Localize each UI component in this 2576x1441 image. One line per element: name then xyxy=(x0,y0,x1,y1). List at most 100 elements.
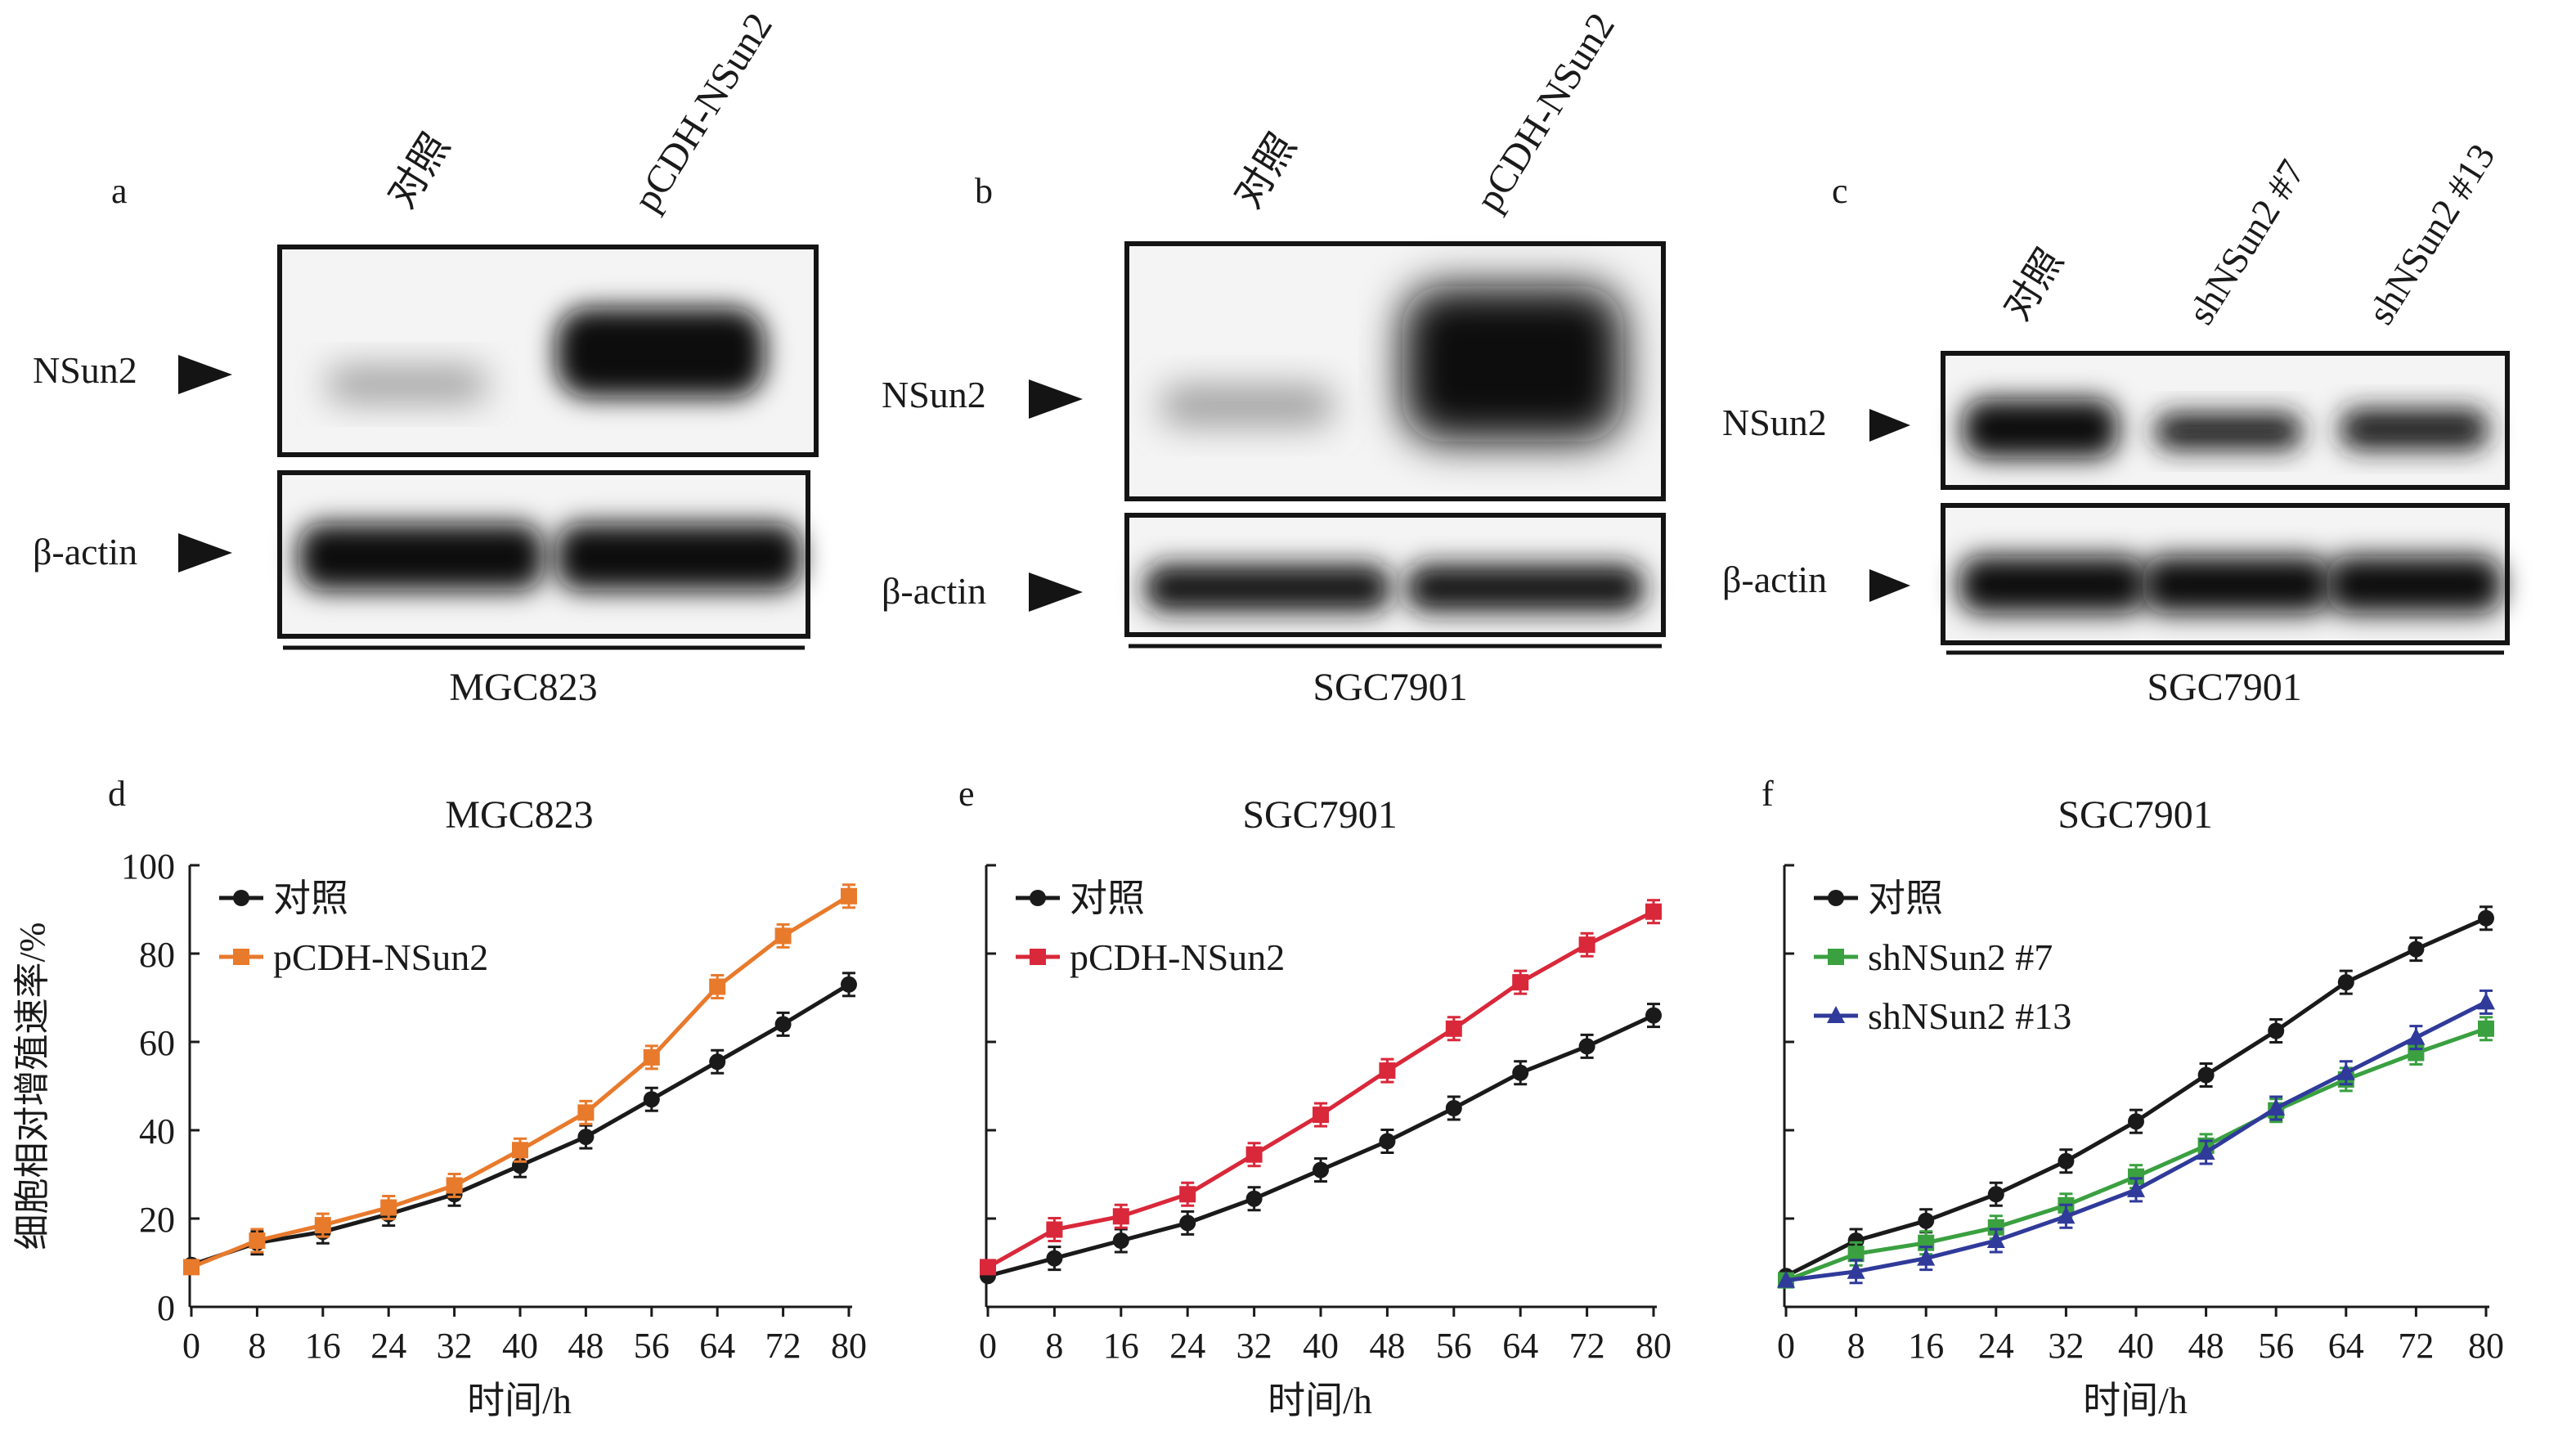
data-point xyxy=(446,1177,463,1194)
data-point xyxy=(774,927,792,945)
band-actin-lane1 xyxy=(1959,556,2147,613)
blot-membrane-actin xyxy=(277,470,810,639)
chart-f: 0 8 16 24 32 40 48 56 64 72 80 SGC7901 时间/h 对照 shNSun2… xyxy=(1777,793,2504,1421)
arrow-icon xyxy=(1029,572,1083,612)
data-point xyxy=(643,1091,660,1108)
data-point xyxy=(1847,1246,1865,1263)
data-point xyxy=(2477,992,2495,1010)
cell-line-label: SGC7901 xyxy=(1313,666,1467,709)
blot-panel-a: a 对照 pCDH-NSun2 NSun2 β-actin MGC823 xyxy=(33,6,819,709)
legend-marker xyxy=(1828,949,1844,965)
data-point xyxy=(512,1142,528,1159)
band-nsun2-overexpression xyxy=(1402,286,1623,442)
data-point xyxy=(2478,1020,2494,1037)
data-point xyxy=(1847,1261,1865,1279)
y-axis-label: 细胞相对增殖速率/% xyxy=(12,923,52,1250)
data-point xyxy=(2408,940,2425,958)
data-point xyxy=(2127,1179,2145,1197)
x-tick-label: 32 xyxy=(2048,1326,2084,1366)
data-point xyxy=(1379,1133,1396,1150)
data-point xyxy=(841,976,857,993)
blot-membrane-actin xyxy=(1941,503,2510,645)
data-point xyxy=(249,1232,266,1249)
data-point xyxy=(1313,1161,1329,1178)
data-point xyxy=(1445,1100,1462,1116)
data-point xyxy=(2267,1098,2286,1116)
lane-label: 对照 xyxy=(1995,241,2071,327)
x-tick-label: 40 xyxy=(502,1326,538,1366)
legend-label: 对照 xyxy=(1070,878,1145,919)
data-point xyxy=(1987,1186,2004,1203)
x-tick-label: 80 xyxy=(831,1326,867,1366)
y-tick-label: 0 xyxy=(157,1288,175,1328)
x-tick-label: 72 xyxy=(2398,1326,2434,1366)
data-point xyxy=(1987,1219,2004,1236)
data-point xyxy=(2197,1142,2215,1160)
x-axis-label: 时间/h xyxy=(467,1380,572,1421)
y-tick-label: 80 xyxy=(139,935,175,975)
band-nsun2-control xyxy=(1161,386,1333,425)
data-point xyxy=(1777,1270,1795,1288)
chart-d: 0 20 40 60 80 100 0 8 16 24 32 40 48 56 64 72 80 MGC823 时间… xyxy=(12,793,867,1421)
x-tick-label: 8 xyxy=(248,1326,266,1366)
y-tick-label: 100 xyxy=(121,846,175,887)
arrow-icon xyxy=(178,355,232,394)
data-point xyxy=(2057,1206,2076,1224)
x-tick-label: 0 xyxy=(182,1326,200,1366)
band-nsun2-overexpression xyxy=(556,308,765,397)
data-point xyxy=(1112,1208,1129,1225)
x-tick-label: 0 xyxy=(979,1326,997,1366)
data-point xyxy=(380,1199,397,1216)
data-point xyxy=(2407,1027,2426,1045)
data-point xyxy=(1512,1064,1529,1081)
x-tick-label: 72 xyxy=(1569,1326,1605,1366)
x-tick-label: 40 xyxy=(2118,1326,2154,1366)
chart-e: 0 8 16 24 32 40 48 56 64 72 80 SGC7901 时间/h 对照 pCDH-NS… xyxy=(979,793,1672,1421)
data-point xyxy=(1046,1221,1063,1238)
data-point xyxy=(774,1016,792,1033)
data-point xyxy=(1512,974,1529,991)
data-point xyxy=(709,1053,726,1071)
data-point xyxy=(1445,1020,1462,1037)
data-point xyxy=(1179,1186,1196,1203)
row-label-actin: β-actin xyxy=(882,570,986,612)
y-tick-label: 20 xyxy=(139,1200,175,1240)
chart-title: SGC7901 xyxy=(1242,793,1397,837)
data-point xyxy=(1918,1212,1935,1229)
panel-letter-b: b xyxy=(975,171,993,211)
data-point xyxy=(2268,1022,2285,1039)
data-point xyxy=(1379,1062,1396,1080)
band-nsun2-control xyxy=(1963,399,2118,458)
lane-label: pCDH-NSun2 xyxy=(625,6,781,219)
blot-membrane-actin xyxy=(1124,513,1666,637)
series-line xyxy=(1785,1000,2488,1283)
data-point xyxy=(2197,1066,2215,1084)
blot-membrane-nsun2 xyxy=(1941,351,2510,490)
legend-marker xyxy=(1030,949,1046,965)
row-label-nsun2: NSun2 xyxy=(1722,402,1827,443)
legend-label: shNSun2 #13 xyxy=(1868,995,2071,1037)
x-tick-label: 8 xyxy=(1847,1326,1865,1366)
data-point xyxy=(577,1104,595,1121)
legend-marker xyxy=(233,890,249,906)
band-nsun2-sh7 xyxy=(2155,413,2302,450)
cell-line-label: SGC7901 xyxy=(2147,666,2301,709)
x-tick-label: 32 xyxy=(437,1326,473,1366)
x-tick-label: 48 xyxy=(2188,1326,2224,1366)
band-actin-lane2 xyxy=(556,523,801,590)
data-point xyxy=(1645,1007,1662,1024)
data-point xyxy=(709,978,726,995)
band-nsun2-sh13 xyxy=(2340,409,2488,450)
x-tick-label: 24 xyxy=(1169,1326,1205,1366)
blot-membrane-nsun2 xyxy=(277,245,819,457)
data-point xyxy=(1578,1038,1595,1055)
blot-panel-c: c 对照 shNSun2 #7 shNSun2 #13 NSun2 β-acti… xyxy=(1722,137,2510,709)
legend-label: 对照 xyxy=(1868,878,1943,919)
panel-letter-a: a xyxy=(111,171,128,211)
chart-title: MGC823 xyxy=(445,793,593,837)
band-actin-lane2 xyxy=(1407,564,1644,612)
band-nsun2-control xyxy=(327,368,487,401)
legend-label: pCDH-NSun2 xyxy=(1070,936,1285,978)
data-point xyxy=(1112,1232,1129,1249)
